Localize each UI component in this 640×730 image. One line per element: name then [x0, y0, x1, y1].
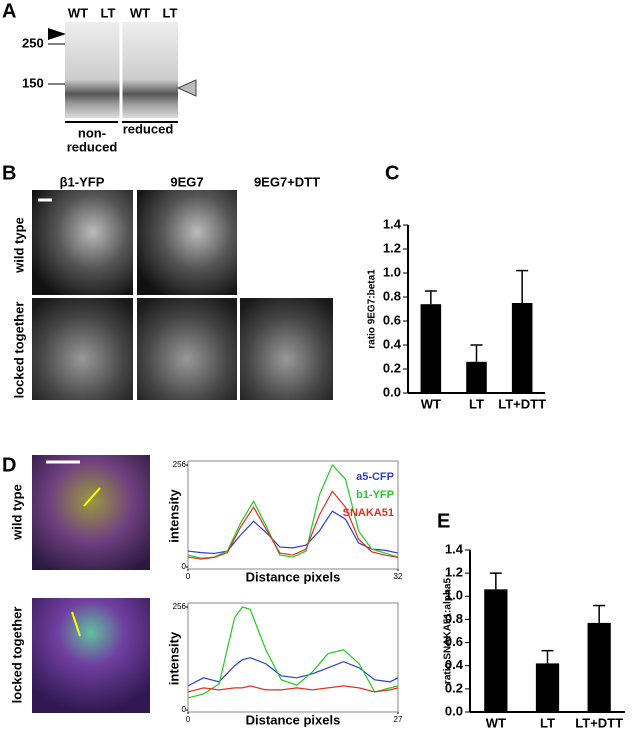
x-tick-label: LT [540, 715, 555, 730]
y-tick-label: 256 [173, 602, 187, 611]
marker-label: 250 [22, 35, 44, 50]
micrograph [240, 298, 333, 400]
legend-entry: a5-CFP [356, 471, 394, 483]
y-tick-label: 256 [173, 460, 187, 469]
y-tick-label: 1.4 [445, 541, 464, 556]
row-label: wild type [9, 484, 24, 541]
series-line [187, 510, 399, 555]
y-tick-label: 0 [182, 705, 187, 714]
group-label: reduced [123, 121, 174, 136]
y-tick-label: 1.0 [445, 588, 463, 603]
panel-letter: B [2, 162, 16, 184]
lane-label: WT [68, 5, 88, 20]
series-line [187, 490, 399, 560]
micrograph [32, 190, 133, 295]
series-line [187, 606, 399, 699]
legend-entry: SNAKA51 [343, 507, 394, 519]
row-label: locked together [11, 302, 26, 399]
y-tick-label: 0.0 [445, 703, 463, 718]
x-tick-label: LT+DTT [575, 715, 623, 730]
y-tick-label: 1.2 [383, 240, 401, 255]
y-tick-label: 0.6 [383, 312, 401, 327]
y-tick-label: 0.2 [445, 680, 463, 695]
row-label: wild type [11, 217, 26, 274]
bar [511, 303, 533, 393]
micrograph [137, 190, 237, 295]
x-tick-label: LT+DTT [498, 396, 546, 411]
y-tick-label: 0.2 [383, 360, 401, 375]
plot-frame [187, 602, 399, 713]
plot-frame [187, 460, 399, 570]
bar [466, 361, 487, 393]
y-axis-label: intensity [166, 631, 181, 685]
column-label: β1-YFP [60, 174, 105, 189]
column-label: 9EG7+DTT [254, 174, 320, 189]
series-line [187, 463, 399, 559]
y-axis-label: intensity [166, 489, 181, 543]
lane-label: LT [101, 5, 116, 20]
y-tick-label: 0.8 [383, 288, 401, 303]
y-tick-label: 1.0 [383, 264, 401, 279]
y-tick-label: 0.0 [383, 384, 401, 399]
y-tick-label: 0.8 [445, 611, 463, 626]
group-label: reduced [67, 139, 118, 154]
bar [484, 589, 508, 712]
x-tick-label: 32 [394, 572, 403, 581]
x-tick-label: LT [469, 396, 484, 411]
profile-line [83, 487, 101, 507]
panel-letter: E [437, 510, 450, 532]
series-line [187, 685, 399, 693]
column-label: 9EG7 [170, 174, 203, 189]
x-axis-label: Distance pixels [246, 569, 341, 584]
bar [535, 663, 560, 712]
x-tick-label: 0 [186, 572, 191, 581]
lane-label: LT [163, 5, 178, 20]
bar [420, 304, 442, 393]
micrograph [32, 455, 150, 570]
group-label: non- [78, 125, 106, 140]
y-tick-label: 1.2 [445, 565, 463, 580]
panel-letter: D [2, 454, 16, 476]
y-tick-label: 0 [182, 562, 187, 571]
y-axis-label: ratio 9EG7:beta1 [367, 269, 378, 349]
x-tick-label: WT [486, 715, 506, 730]
arrowhead [48, 28, 66, 40]
x-tick-label: 27 [394, 715, 403, 724]
y-tick-label: 0.4 [383, 336, 402, 351]
y-tick-label: 0.4 [445, 657, 464, 672]
legend-entry: b1-YFP [356, 489, 394, 501]
micrograph [32, 298, 133, 400]
marker-label: 150 [22, 75, 44, 90]
row-label: locked together [9, 607, 24, 704]
panel-letter: A [2, 0, 16, 22]
y-tick-label: 1.4 [383, 216, 402, 231]
x-tick-label: WT [421, 396, 441, 411]
lane-label: WT [130, 5, 150, 20]
x-axis-label: Distance pixels [246, 712, 341, 727]
y-tick-label: 0.6 [445, 634, 463, 649]
micrograph [137, 298, 237, 400]
micrograph [32, 598, 150, 713]
arrowhead [176, 79, 197, 97]
series-line [187, 657, 399, 687]
panel-letter: C [385, 162, 399, 184]
profile-line [71, 611, 81, 637]
bar [587, 622, 611, 712]
x-tick-label: 0 [186, 715, 191, 724]
y-axis-label: ratio SNAKA51:alpha5 [443, 577, 454, 684]
